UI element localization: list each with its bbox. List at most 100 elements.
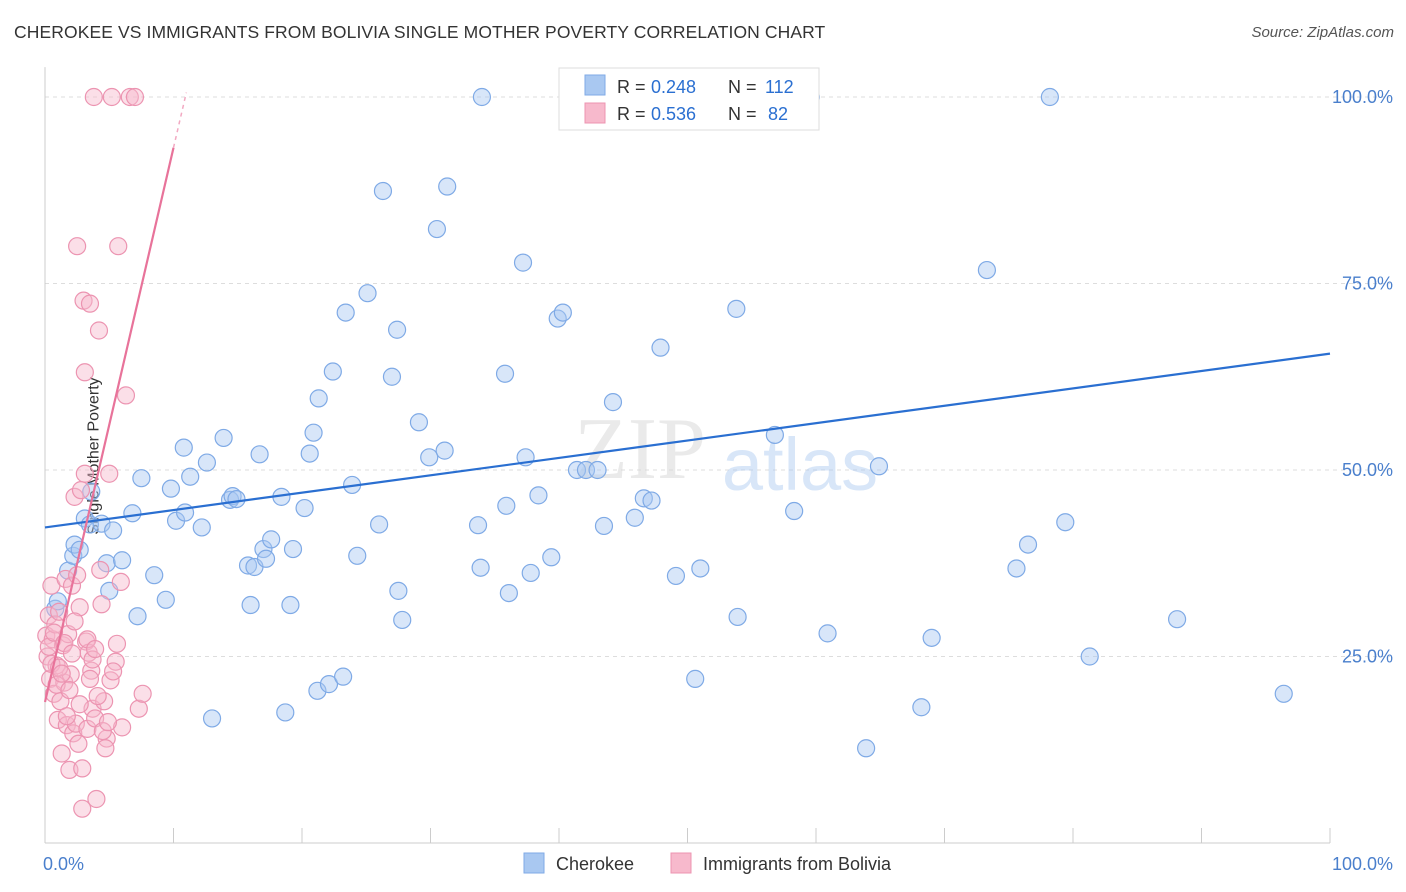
data-point: [472, 87, 491, 107]
data-point: [348, 546, 367, 565]
stats-swatch-bolivia: [584, 102, 606, 124]
data-point: [393, 610, 412, 630]
data-point: [300, 444, 319, 463]
data-point: [100, 464, 119, 483]
data-point: [80, 669, 100, 688]
data-point: [1274, 684, 1293, 703]
data-point: [98, 713, 118, 732]
data-point: [65, 535, 84, 554]
legend-swatch-bolivia[interactable]: [670, 852, 692, 874]
data-point: [52, 744, 71, 763]
data-point: [68, 566, 87, 585]
data-point: [922, 628, 941, 647]
x-tick-label: 0.0%: [43, 854, 84, 874]
data-point: [295, 498, 314, 518]
data-point: [104, 662, 123, 681]
data-point: [977, 260, 997, 280]
stats-n-label-cherokee: N =: [728, 77, 757, 97]
data-point: [548, 309, 567, 328]
data-point: [202, 709, 222, 728]
data-point: [603, 393, 623, 412]
data-point: [128, 607, 147, 626]
data-point: [112, 718, 132, 737]
y-tick-label: 50.0%: [1342, 460, 1393, 480]
stats-r-label-bolivia: R =: [617, 104, 646, 124]
series-legend: Cherokee Immigrants from Bolivia: [523, 852, 892, 874]
data-point: [70, 695, 89, 714]
data-point: [785, 501, 804, 521]
data-point: [691, 559, 710, 578]
legend-swatch-cherokee[interactable]: [523, 852, 545, 874]
data-point: [1167, 610, 1187, 629]
legend-label-cherokee[interactable]: Cherokee: [556, 854, 634, 874]
data-point: [319, 675, 339, 694]
series-cherokee: [46, 87, 1293, 758]
data-point: [370, 515, 389, 534]
data-point: [857, 739, 876, 758]
data-point: [818, 624, 837, 643]
data-point: [238, 556, 258, 575]
data-point: [78, 630, 97, 649]
data-point: [594, 516, 614, 536]
data-point: [71, 481, 91, 500]
data-point: [323, 362, 342, 381]
data-point: [389, 581, 408, 600]
data-point: [250, 445, 269, 464]
data-point: [1056, 513, 1075, 532]
stats-legend: R = 0.248 N = 112 R = 0.536 N = 82: [558, 67, 820, 131]
trend-line-0: [44, 352, 1331, 529]
data-point: [387, 320, 407, 339]
data-point: [89, 321, 109, 340]
data-point: [283, 539, 303, 559]
trend-line-1: [43, 147, 175, 703]
data-point: [65, 487, 84, 506]
data-point: [73, 799, 92, 818]
data-point: [111, 572, 130, 592]
data-point: [256, 549, 276, 568]
data-point: [471, 558, 490, 577]
legend-label-bolivia[interactable]: Immigrants from Bolivia: [703, 854, 892, 874]
data-point: [1040, 87, 1059, 107]
data-point: [214, 428, 233, 448]
data-point: [75, 363, 94, 382]
watermark-atlas: atlas: [722, 423, 878, 506]
data-point: [192, 518, 211, 537]
data-point: [495, 364, 515, 383]
data-point: [1007, 559, 1026, 578]
data-point: [107, 634, 127, 653]
data-point: [133, 684, 152, 703]
data-point: [334, 667, 353, 686]
data-point: [308, 681, 327, 700]
axes: [44, 67, 1331, 844]
data-point: [281, 595, 300, 615]
y-tick-label: 25.0%: [1342, 647, 1393, 667]
data-point: [420, 448, 439, 467]
data-point: [65, 612, 84, 631]
data-point: [84, 87, 103, 107]
data-point: [497, 496, 516, 515]
data-point: [666, 566, 686, 586]
data-point: [97, 554, 116, 573]
stats-n-value-bolivia: 82: [768, 104, 788, 124]
data-point: [727, 299, 746, 318]
series-bolivia: [37, 87, 152, 818]
stats-r-value-cherokee: 0.248: [651, 77, 696, 97]
data-point: [529, 486, 548, 505]
data-point: [227, 489, 246, 509]
data-point: [52, 664, 71, 683]
data-point: [625, 508, 644, 527]
data-point: [70, 598, 89, 617]
data-point: [499, 583, 518, 603]
data-point: [87, 789, 106, 809]
data-point: [96, 739, 115, 758]
data-point: [73, 759, 92, 778]
stats-r-label-cherokee: R =: [617, 77, 646, 97]
data-point: [120, 87, 139, 107]
stats-n-value-cherokee: 112: [765, 77, 794, 97]
data-point: [438, 177, 457, 196]
trend-lines: [43, 92, 1331, 703]
data-point: [104, 521, 123, 540]
data-point: [521, 563, 540, 583]
data-point: [48, 710, 67, 730]
